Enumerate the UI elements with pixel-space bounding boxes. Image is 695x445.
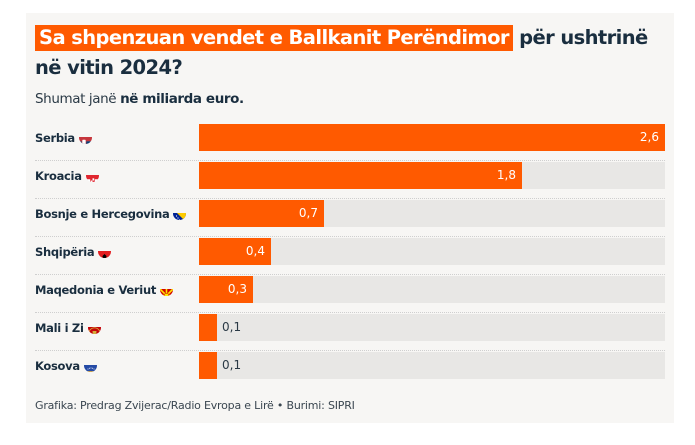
title-highlight: Sa shpenzuan vendet e Ballkanit Perëndim…	[35, 25, 513, 51]
category-label: Maqedonia e Veriut	[35, 275, 174, 305]
bar-row: Bosnje e Hercegovina 0,7	[26, 199, 674, 237]
bar-row: Maqedonia e Veriut 0,3	[26, 275, 674, 313]
bar-track: 0,3	[199, 276, 665, 303]
row-divider	[35, 198, 665, 199]
subtitle-prefix: Shumat janë	[35, 91, 121, 107]
row-divider	[35, 160, 665, 161]
chart-panel: Sa shpenzuan vendet e Ballkanit Perëndim…	[26, 13, 674, 423]
kosovo-flag-icon	[83, 359, 97, 372]
bar-track: 0,1	[199, 314, 665, 341]
bar	[199, 200, 324, 227]
value-label: 0,3	[227, 282, 247, 296]
bar-row: Kroacia 1,8	[26, 161, 674, 199]
category-label: Bosnje e Hercegovina	[35, 199, 187, 229]
albania-flag-icon	[98, 245, 112, 258]
row-divider	[35, 350, 665, 351]
north-macedonia-flag-icon	[160, 283, 174, 296]
bar-track: 0,1	[199, 352, 665, 379]
row-divider	[35, 312, 665, 313]
value-label: 2,6	[639, 130, 659, 144]
bar-rows: Serbia 2,6 Kroacia 1,8 Bosnje e Hercegovina 0…	[26, 13, 674, 423]
value-label: 1,8	[496, 168, 516, 182]
category-label: Serbia	[35, 123, 92, 153]
category-name: Shqipëria	[35, 245, 95, 259]
category-label: Kroacia	[35, 161, 99, 191]
bar-row: Mali i Zi 0,1	[26, 313, 674, 351]
bar-row: Serbia 2,6	[26, 123, 674, 161]
category-label: Shqipëria	[35, 237, 112, 267]
subtitle-unit: në miliarda euro.	[120, 91, 244, 107]
value-label: 0,7	[298, 206, 318, 220]
bosnia-flag-icon	[173, 207, 187, 220]
title-rest: për ushtrinë në vitin 2024?	[35, 26, 648, 79]
value-label: 0,1	[222, 320, 242, 334]
row-divider	[35, 236, 665, 237]
croatia-flag-icon	[85, 169, 99, 182]
chart-title: Sa shpenzuan vendet e Ballkanit Perëndim…	[35, 23, 665, 83]
category-name: Kosova	[35, 359, 80, 373]
montenegro-flag-icon	[87, 321, 101, 334]
category-name: Mali i Zi	[35, 321, 84, 335]
bar-row: Kosova 0,1	[26, 351, 674, 389]
bar	[199, 162, 522, 189]
bar	[199, 352, 217, 379]
bar-track: 1,8	[199, 162, 665, 189]
footer-credit: Grafika: Predrag Zvijerac/Radio Evropa e…	[35, 399, 355, 412]
bar-track: 0,7	[199, 200, 665, 227]
chart-subtitle: Shumat janë në miliarda euro.	[35, 91, 244, 107]
bar-track: 2,6	[199, 124, 665, 151]
category-name: Serbia	[35, 131, 75, 145]
value-label: 0,4	[245, 244, 265, 258]
row-divider	[35, 274, 665, 275]
category-name: Kroacia	[35, 169, 82, 183]
bar	[199, 276, 253, 303]
bar	[199, 124, 665, 151]
bar-track: 0,4	[199, 238, 665, 265]
bar-row: Shqipëria 0,4	[26, 237, 674, 275]
category-label: Mali i Zi	[35, 313, 101, 343]
category-label: Kosova	[35, 351, 97, 381]
category-name: Maqedonia e Veriut	[35, 283, 157, 297]
value-label: 0,1	[222, 358, 242, 372]
bar	[199, 238, 271, 265]
category-name: Bosnje e Hercegovina	[35, 207, 170, 221]
bar	[199, 314, 217, 341]
serbia-flag-icon	[78, 131, 92, 144]
